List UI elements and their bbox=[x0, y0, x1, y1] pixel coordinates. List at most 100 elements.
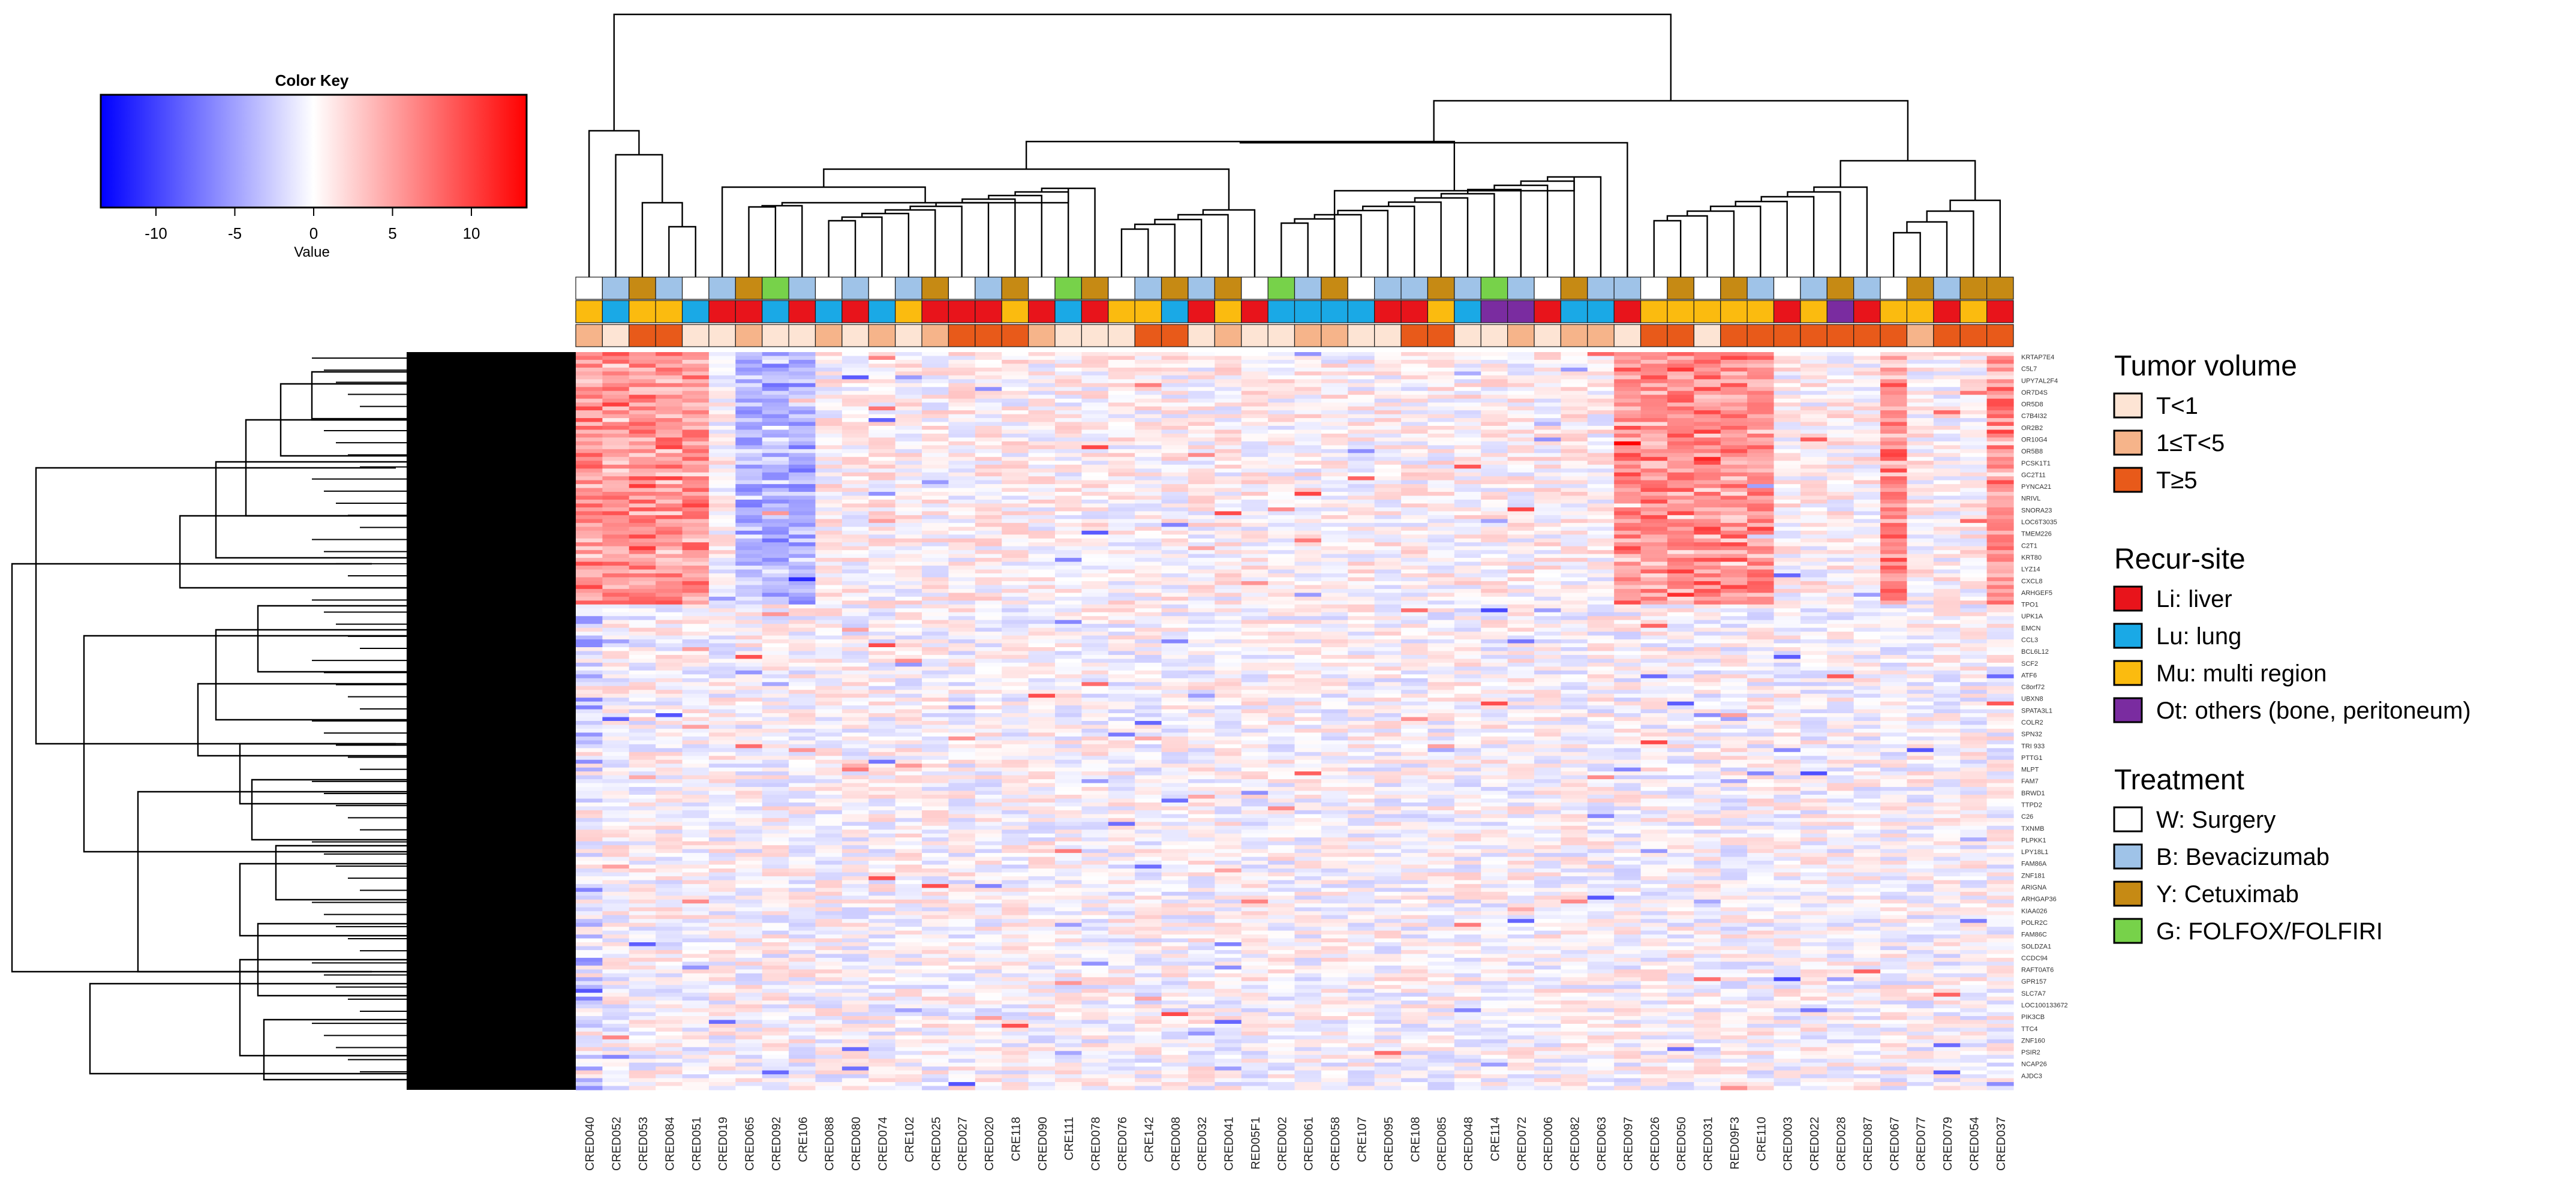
heatmap-cell bbox=[629, 371, 656, 376]
heatmap-cell bbox=[1188, 558, 1215, 563]
heatmap-cell bbox=[708, 464, 736, 469]
heatmap-cell bbox=[1002, 480, 1029, 485]
heatmap-cell bbox=[1640, 367, 1668, 372]
heatmap-cell bbox=[1135, 468, 1162, 473]
heatmap-cell bbox=[1135, 647, 1162, 652]
heatmap-cell bbox=[708, 461, 736, 465]
heatmap-cell bbox=[922, 472, 949, 477]
annotation-cell bbox=[1667, 324, 1694, 347]
heatmap-cell bbox=[629, 511, 656, 516]
heatmap-cell bbox=[1507, 534, 1535, 539]
heatmap-cell bbox=[1348, 612, 1375, 617]
heatmap-cell bbox=[735, 410, 763, 415]
heatmap-cell bbox=[1135, 651, 1162, 656]
heatmap-cell bbox=[1321, 632, 1348, 636]
heatmap-cell bbox=[1986, 616, 2014, 621]
heatmap-cell bbox=[1667, 662, 1694, 667]
heatmap-cell bbox=[1853, 546, 1881, 551]
heatmap-cell bbox=[1215, 410, 1242, 415]
heatmap-cell bbox=[975, 585, 1002, 590]
heatmap-cell bbox=[975, 480, 1002, 485]
heatmap-cell bbox=[1002, 604, 1029, 609]
heatmap-cell bbox=[1055, 573, 1082, 578]
heatmap-cell bbox=[1561, 472, 1588, 477]
heatmap-cell bbox=[1827, 519, 1854, 524]
heatmap-cell bbox=[1907, 414, 1934, 419]
heatmap-cell bbox=[1294, 453, 1322, 458]
heatmap-cell bbox=[1002, 577, 1029, 582]
heatmap-cell bbox=[1561, 352, 1588, 357]
heatmap-cell bbox=[629, 359, 656, 365]
heatmap-cell bbox=[576, 654, 603, 660]
heatmap-cell bbox=[576, 682, 603, 687]
heatmap-cell bbox=[1135, 639, 1162, 644]
heatmap-cell bbox=[815, 647, 843, 652]
heatmap-cell bbox=[868, 445, 896, 450]
heatmap-cell bbox=[1161, 472, 1189, 477]
heatmap-cell bbox=[1188, 651, 1215, 656]
heatmap-cell bbox=[1880, 588, 1908, 593]
heatmap-cell bbox=[762, 472, 789, 477]
heatmap-cell bbox=[1481, 550, 1508, 555]
heatmap-cell bbox=[1081, 678, 1109, 683]
heatmap-cell bbox=[1933, 647, 1961, 652]
heatmap-cell bbox=[1561, 651, 1588, 656]
heatmap-cell bbox=[629, 429, 656, 434]
heatmap-cell bbox=[1933, 558, 1961, 563]
heatmap-cell bbox=[1215, 624, 1242, 629]
heatmap-cell bbox=[1348, 620, 1375, 624]
heatmap-cell bbox=[895, 527, 922, 531]
heatmap-cell bbox=[1081, 627, 1109, 632]
heatmap-cell bbox=[1002, 410, 1029, 415]
heatmap-cell bbox=[1215, 511, 1242, 516]
heatmap-cell bbox=[1933, 476, 1961, 481]
heatmap-cell bbox=[1561, 569, 1588, 574]
heatmap-cell bbox=[1294, 511, 1322, 516]
heatmap-cell bbox=[682, 383, 710, 387]
heatmap-cell bbox=[1507, 445, 1535, 450]
heatmap-cell bbox=[1747, 453, 1775, 458]
heatmap-cell bbox=[656, 449, 683, 453]
heatmap-cell bbox=[1215, 686, 1242, 690]
heatmap-cell bbox=[1534, 515, 1561, 519]
heatmap-cell bbox=[1614, 500, 1642, 504]
heatmap-cell bbox=[1374, 402, 1402, 407]
heatmap-cell bbox=[1268, 561, 1295, 566]
annotation-cell bbox=[1507, 324, 1535, 347]
heatmap-cell bbox=[1454, 585, 1481, 590]
heatmap-cell bbox=[1321, 484, 1348, 489]
heatmap-cell bbox=[1853, 678, 1881, 683]
heatmap-cell bbox=[1640, 674, 1668, 679]
heatmap-cell bbox=[1534, 561, 1561, 566]
heatmap-cell bbox=[1800, 659, 1827, 663]
heatmap-cell bbox=[1534, 624, 1561, 629]
heatmap-cell bbox=[1241, 577, 1269, 582]
heatmap-cell bbox=[1215, 612, 1242, 617]
heatmap-cell bbox=[1853, 387, 1881, 392]
heatmap-cell bbox=[1933, 371, 1961, 376]
heatmap-cell bbox=[1827, 678, 1854, 683]
heatmap-cell bbox=[1667, 449, 1694, 453]
heatmap-cell bbox=[1747, 511, 1775, 516]
heatmap-cell bbox=[1667, 422, 1694, 426]
heatmap-cell bbox=[815, 433, 843, 438]
heatmap-cell bbox=[1720, 464, 1748, 469]
heatmap-cell bbox=[815, 600, 843, 605]
heatmap-cell bbox=[1694, 488, 1721, 492]
heatmap-cell bbox=[815, 418, 843, 423]
heatmap-cell bbox=[1241, 363, 1269, 368]
heatmap-cell bbox=[1986, 627, 2014, 632]
heatmap-cell bbox=[868, 624, 896, 629]
heatmap-cell bbox=[1321, 418, 1348, 423]
heatmap-cell bbox=[1534, 402, 1561, 407]
heatmap-cell bbox=[1028, 352, 1056, 357]
heatmap-cell bbox=[1135, 390, 1162, 395]
heatmap-cell bbox=[1028, 426, 1056, 431]
annotation-cell bbox=[1161, 277, 1189, 300]
heatmap-cell bbox=[1827, 566, 1854, 570]
heatmap-cell bbox=[1986, 476, 2014, 481]
heatmap-cell bbox=[1960, 682, 1988, 687]
heatmap-cell bbox=[1614, 375, 1642, 380]
heatmap-cell bbox=[602, 527, 630, 531]
heatmap-cell bbox=[1694, 500, 1721, 504]
